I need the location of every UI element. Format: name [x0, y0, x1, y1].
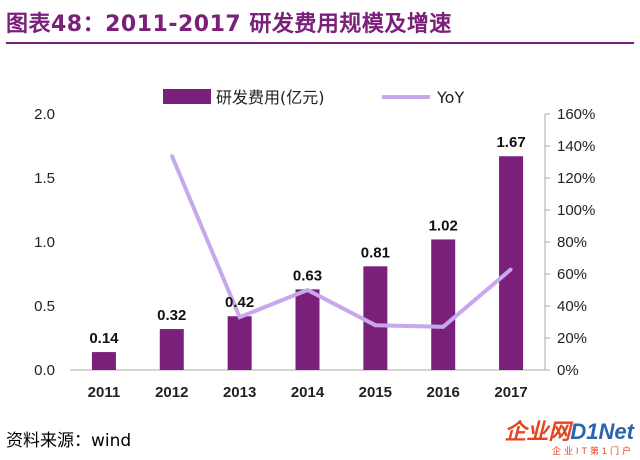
right-tick-label: 100% [557, 202, 595, 219]
bar-2017 [499, 156, 524, 370]
legend-line-label: YoY [436, 88, 464, 107]
right-tick-label: 80% [557, 234, 587, 251]
x-tick-2017: 2017 [494, 384, 527, 401]
x-tick-2015: 2015 [359, 384, 392, 401]
data-label-2016: 1.02 [429, 217, 458, 234]
data-labels: 0.14 0.32 0.42 0.63 0.81 1.02 1.67 [89, 134, 525, 347]
yoy-point-2016 [441, 325, 445, 329]
left-y-axis: 0.0 0.5 1.0 1.5 2.0 [34, 106, 55, 379]
x-tick-2016: 2016 [427, 384, 460, 401]
data-label-2013: 0.42 [225, 294, 254, 311]
bar-2013 [227, 316, 252, 370]
bar-2015 [363, 266, 388, 370]
left-tick-label: 0.5 [34, 298, 55, 315]
x-tick-2011: 2011 [88, 384, 121, 401]
legend-bar-label: 研发费用(亿元) [216, 88, 325, 107]
left-tick-label: 2.0 [34, 106, 55, 123]
right-tick-label: 140% [557, 138, 595, 155]
yoy-line [169, 154, 513, 329]
left-tick-label: 1.0 [34, 234, 55, 251]
yoy-point-2014 [306, 288, 309, 292]
right-tick-label: 120% [557, 170, 595, 187]
data-label-2011: 0.14 [89, 330, 119, 347]
data-label-2014: 0.63 [293, 267, 322, 284]
legend-bar-swatch [163, 89, 211, 104]
x-axis-ticks: 2011 2012 2013 2014 2015 2016 2017 [88, 384, 528, 401]
right-tick-label: 0% [557, 362, 579, 379]
watermark-brand-b: D1Net [570, 419, 634, 444]
watermark-brand-a: 企业网 [504, 419, 571, 444]
left-tick-label: 0.0 [34, 362, 55, 379]
chart-title: 图表48：2011-2017 研发费用规模及增速 [6, 12, 452, 37]
source-note: 资料来源：wind [6, 431, 132, 451]
chart-legend: 研发费用(亿元) YoY [163, 88, 464, 107]
watermark-tagline: 企业IT第1门户 [551, 446, 634, 456]
bar-2012 [159, 329, 184, 370]
x-tick-2012: 2012 [155, 384, 188, 401]
right-tick-label: 160% [557, 106, 595, 123]
data-label-2012: 0.32 [157, 307, 186, 324]
bar-2014 [295, 289, 320, 370]
right-tick-label: 20% [557, 330, 587, 347]
left-tick-label: 1.5 [34, 170, 55, 187]
yoy-point-2017 [509, 267, 513, 271]
yoy-point-2013 [238, 315, 242, 319]
data-label-2017: 1.67 [496, 134, 525, 151]
right-y-axis: 0% 20% 40% 60% 80% 100% 120% 140% 160% [545, 106, 595, 379]
x-tick-2014: 2014 [291, 384, 325, 401]
watermark-logo: 企业网D1Net 企业IT第1门户 [504, 414, 634, 457]
right-tick-label: 60% [557, 266, 587, 283]
yoy-point-2015 [373, 323, 377, 327]
x-tick-2013: 2013 [223, 384, 256, 401]
yoy-series [169, 154, 513, 329]
title-divider [6, 42, 634, 44]
bar-series [91, 156, 524, 370]
right-tick-label: 40% [557, 298, 587, 315]
bar-2016 [431, 239, 456, 370]
data-label-2015: 0.81 [361, 244, 390, 261]
yoy-point-2012 [170, 154, 174, 158]
bar-2011 [91, 352, 116, 370]
